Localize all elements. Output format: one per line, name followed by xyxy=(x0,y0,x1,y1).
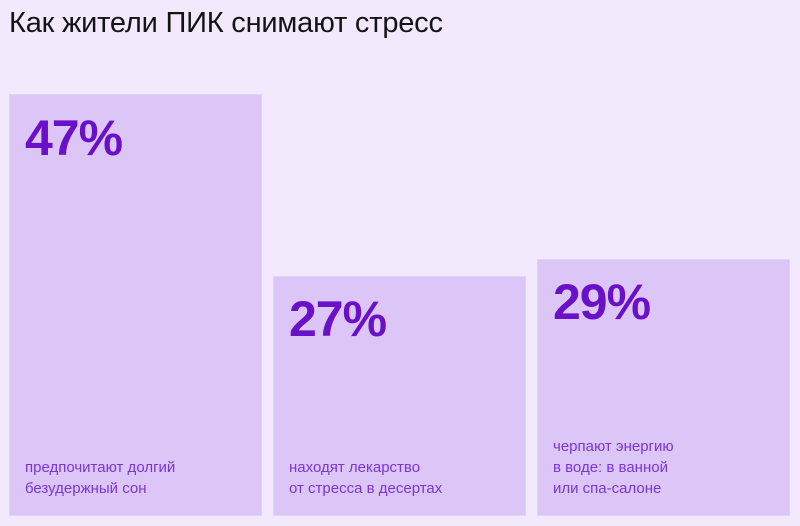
stat-caption: находят лекарство от стресса в десертах xyxy=(289,459,443,497)
stat-value: 27% xyxy=(289,291,387,347)
stat-card-desserts: 27% находят лекарство от стресса в десер… xyxy=(273,276,526,516)
stat-value: 47% xyxy=(25,110,123,166)
stat-card-sleep: 47% предпочитают долгий безудержный сон xyxy=(9,94,262,516)
stat-caption: черпают энергию в воде: в ванной или спа… xyxy=(553,438,674,497)
page-title: Как жители ПИК снимают стресс xyxy=(9,7,443,39)
stat-caption: предпочитают долгий безудержный сон xyxy=(25,459,176,497)
stat-value: 29% xyxy=(553,274,651,330)
stat-card-water: 29% черпают энергию в воде: в ванной или… xyxy=(537,259,790,516)
